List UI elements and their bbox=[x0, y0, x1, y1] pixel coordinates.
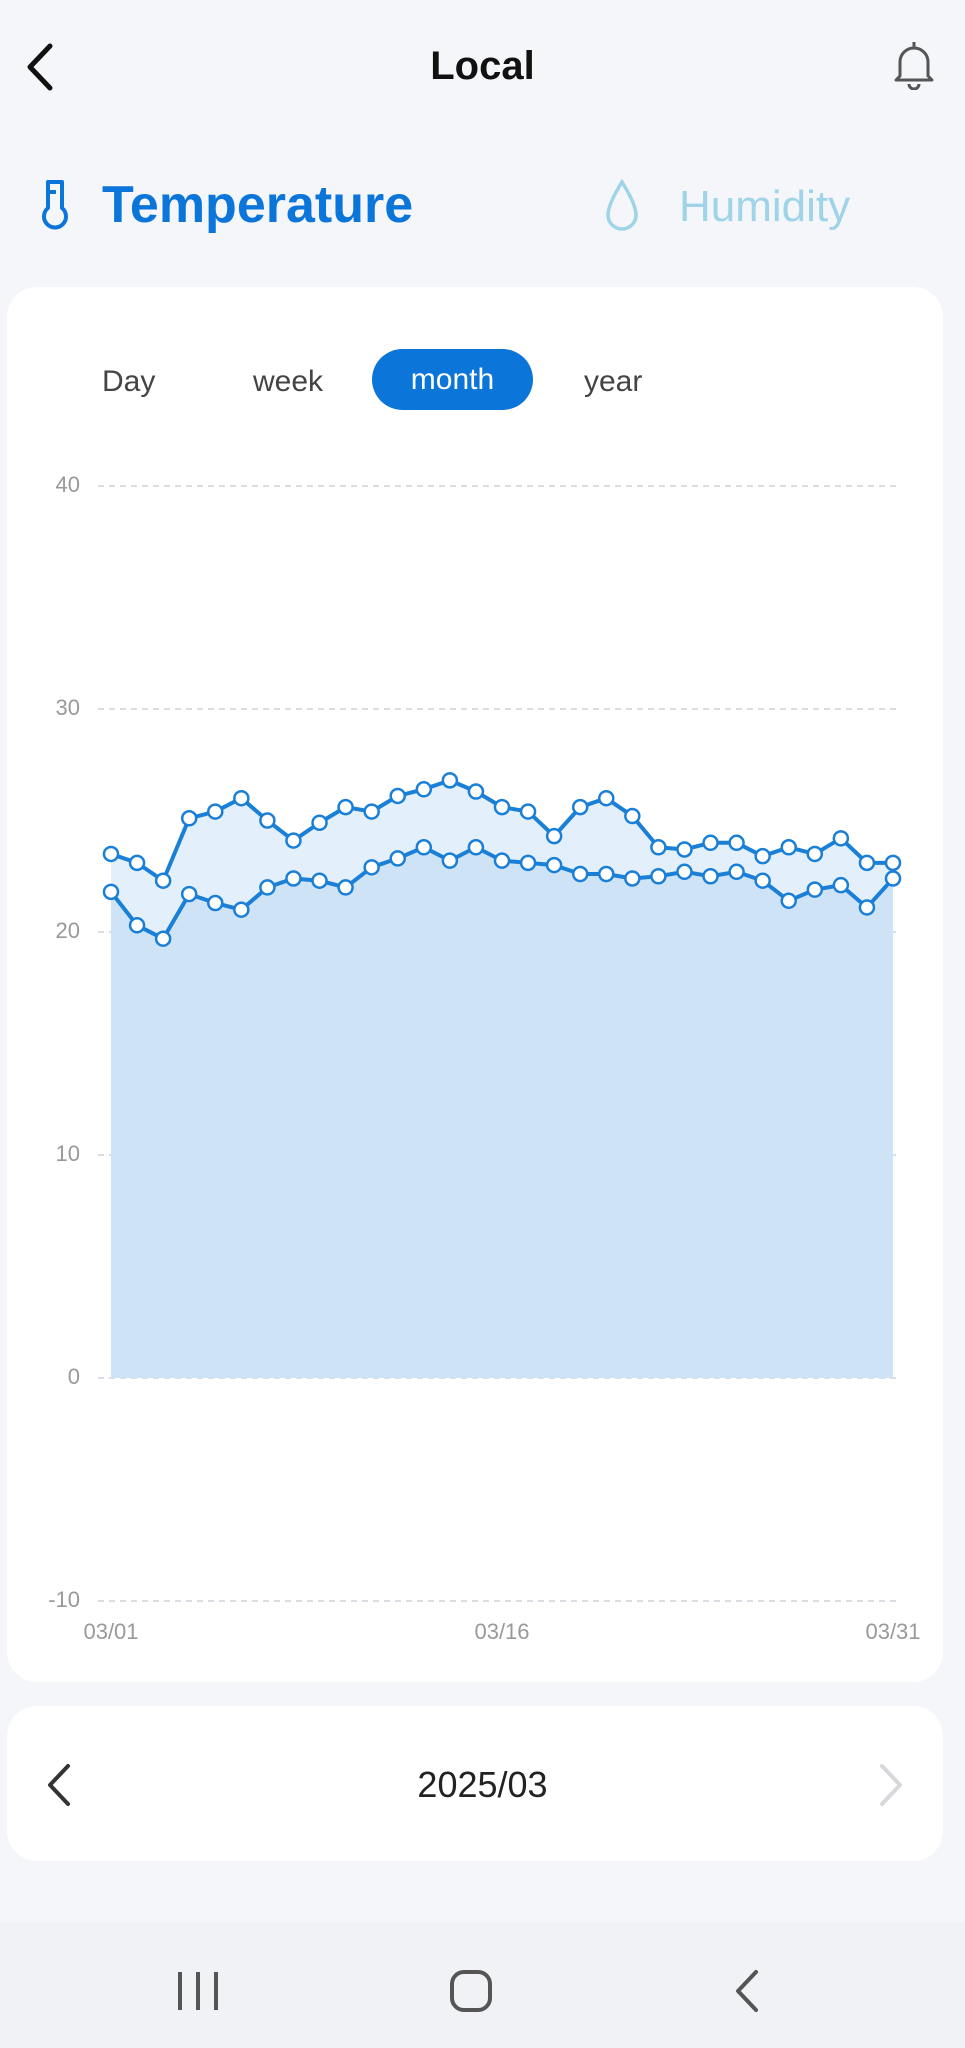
point bbox=[154, 930, 172, 947]
period-year[interactable]: year bbox=[584, 365, 643, 398]
page-title: Local bbox=[430, 44, 535, 88]
y-tick-label: 20 bbox=[56, 918, 80, 943]
point bbox=[780, 839, 797, 856]
period-week[interactable]: week bbox=[253, 365, 324, 398]
next-month[interactable] bbox=[876, 1762, 906, 1808]
point bbox=[233, 789, 250, 807]
point bbox=[806, 881, 824, 898]
notification-bell[interactable] bbox=[890, 38, 938, 90]
active-period-pill bbox=[372, 349, 533, 410]
point bbox=[337, 879, 354, 896]
point bbox=[545, 856, 563, 874]
point bbox=[728, 834, 745, 852]
nav-back[interactable] bbox=[732, 1968, 762, 2014]
point bbox=[545, 827, 563, 845]
point bbox=[519, 854, 537, 872]
chart: -10 0 10 20 30 40 03/01 03/16 03/31 bbox=[48, 472, 920, 1644]
point bbox=[571, 798, 589, 816]
point bbox=[519, 803, 537, 820]
x-tick-label: 03/16 bbox=[474, 1619, 529, 1644]
point bbox=[754, 872, 771, 889]
point bbox=[180, 810, 198, 827]
point bbox=[207, 803, 224, 820]
point bbox=[571, 865, 589, 883]
point bbox=[154, 872, 172, 889]
point bbox=[467, 783, 485, 800]
point bbox=[702, 868, 719, 885]
y-tick-label: 0 bbox=[68, 1364, 80, 1389]
point bbox=[207, 894, 224, 912]
x-tick-label: 03/01 bbox=[83, 1619, 138, 1644]
nav-home[interactable] bbox=[448, 1968, 494, 2014]
point bbox=[858, 899, 876, 916]
point bbox=[337, 798, 354, 816]
point bbox=[128, 854, 146, 872]
point bbox=[650, 868, 667, 885]
y-tick-label: 10 bbox=[56, 1141, 80, 1166]
point bbox=[441, 852, 459, 869]
point bbox=[180, 885, 198, 903]
point bbox=[702, 834, 719, 852]
current-period: 2025/03 bbox=[417, 1764, 548, 1805]
point bbox=[363, 859, 380, 876]
y-tick-label: 30 bbox=[56, 695, 80, 720]
humidity-icon bbox=[606, 178, 638, 231]
point bbox=[780, 892, 797, 910]
point bbox=[467, 839, 485, 856]
point bbox=[389, 850, 406, 867]
point bbox=[233, 901, 250, 918]
point bbox=[441, 772, 459, 789]
point bbox=[754, 847, 771, 865]
period-month[interactable]: month bbox=[410, 363, 495, 396]
point bbox=[102, 883, 120, 901]
point bbox=[832, 830, 850, 847]
point bbox=[676, 841, 693, 858]
point bbox=[363, 803, 380, 820]
point bbox=[259, 879, 276, 896]
point bbox=[858, 854, 876, 872]
point bbox=[728, 863, 745, 881]
point bbox=[415, 839, 433, 856]
point bbox=[598, 865, 615, 883]
point bbox=[624, 870, 641, 887]
point bbox=[493, 852, 511, 869]
point bbox=[624, 807, 641, 825]
temperature-tab[interactable]: Temperature bbox=[102, 176, 414, 234]
point bbox=[806, 845, 824, 863]
point bbox=[415, 781, 433, 798]
humidity-tab[interactable]: Humidity bbox=[679, 182, 851, 231]
point bbox=[493, 798, 511, 816]
y-tick-label: -10 bbox=[48, 1587, 80, 1612]
x-tick-label: 03/31 bbox=[865, 1619, 920, 1644]
date-card bbox=[7, 1706, 943, 1861]
point bbox=[389, 787, 406, 805]
point bbox=[650, 839, 667, 856]
point bbox=[598, 789, 615, 807]
nav-bar bbox=[0, 1922, 965, 2048]
thermometer-icon bbox=[42, 180, 68, 230]
area bbox=[111, 847, 893, 1378]
back-button[interactable] bbox=[20, 40, 60, 94]
prev-month[interactable] bbox=[44, 1762, 74, 1808]
point bbox=[832, 876, 850, 894]
point bbox=[102, 845, 120, 863]
point bbox=[676, 863, 693, 881]
period-day[interactable]: Day bbox=[102, 365, 156, 398]
point bbox=[285, 870, 302, 887]
nav-recents[interactable] bbox=[170, 1968, 226, 2014]
y-tick-label: 40 bbox=[56, 472, 80, 497]
point bbox=[311, 814, 328, 831]
point bbox=[128, 917, 146, 934]
point bbox=[311, 872, 328, 889]
point bbox=[884, 870, 902, 887]
point bbox=[285, 832, 302, 849]
point bbox=[884, 854, 902, 872]
point bbox=[259, 812, 276, 829]
